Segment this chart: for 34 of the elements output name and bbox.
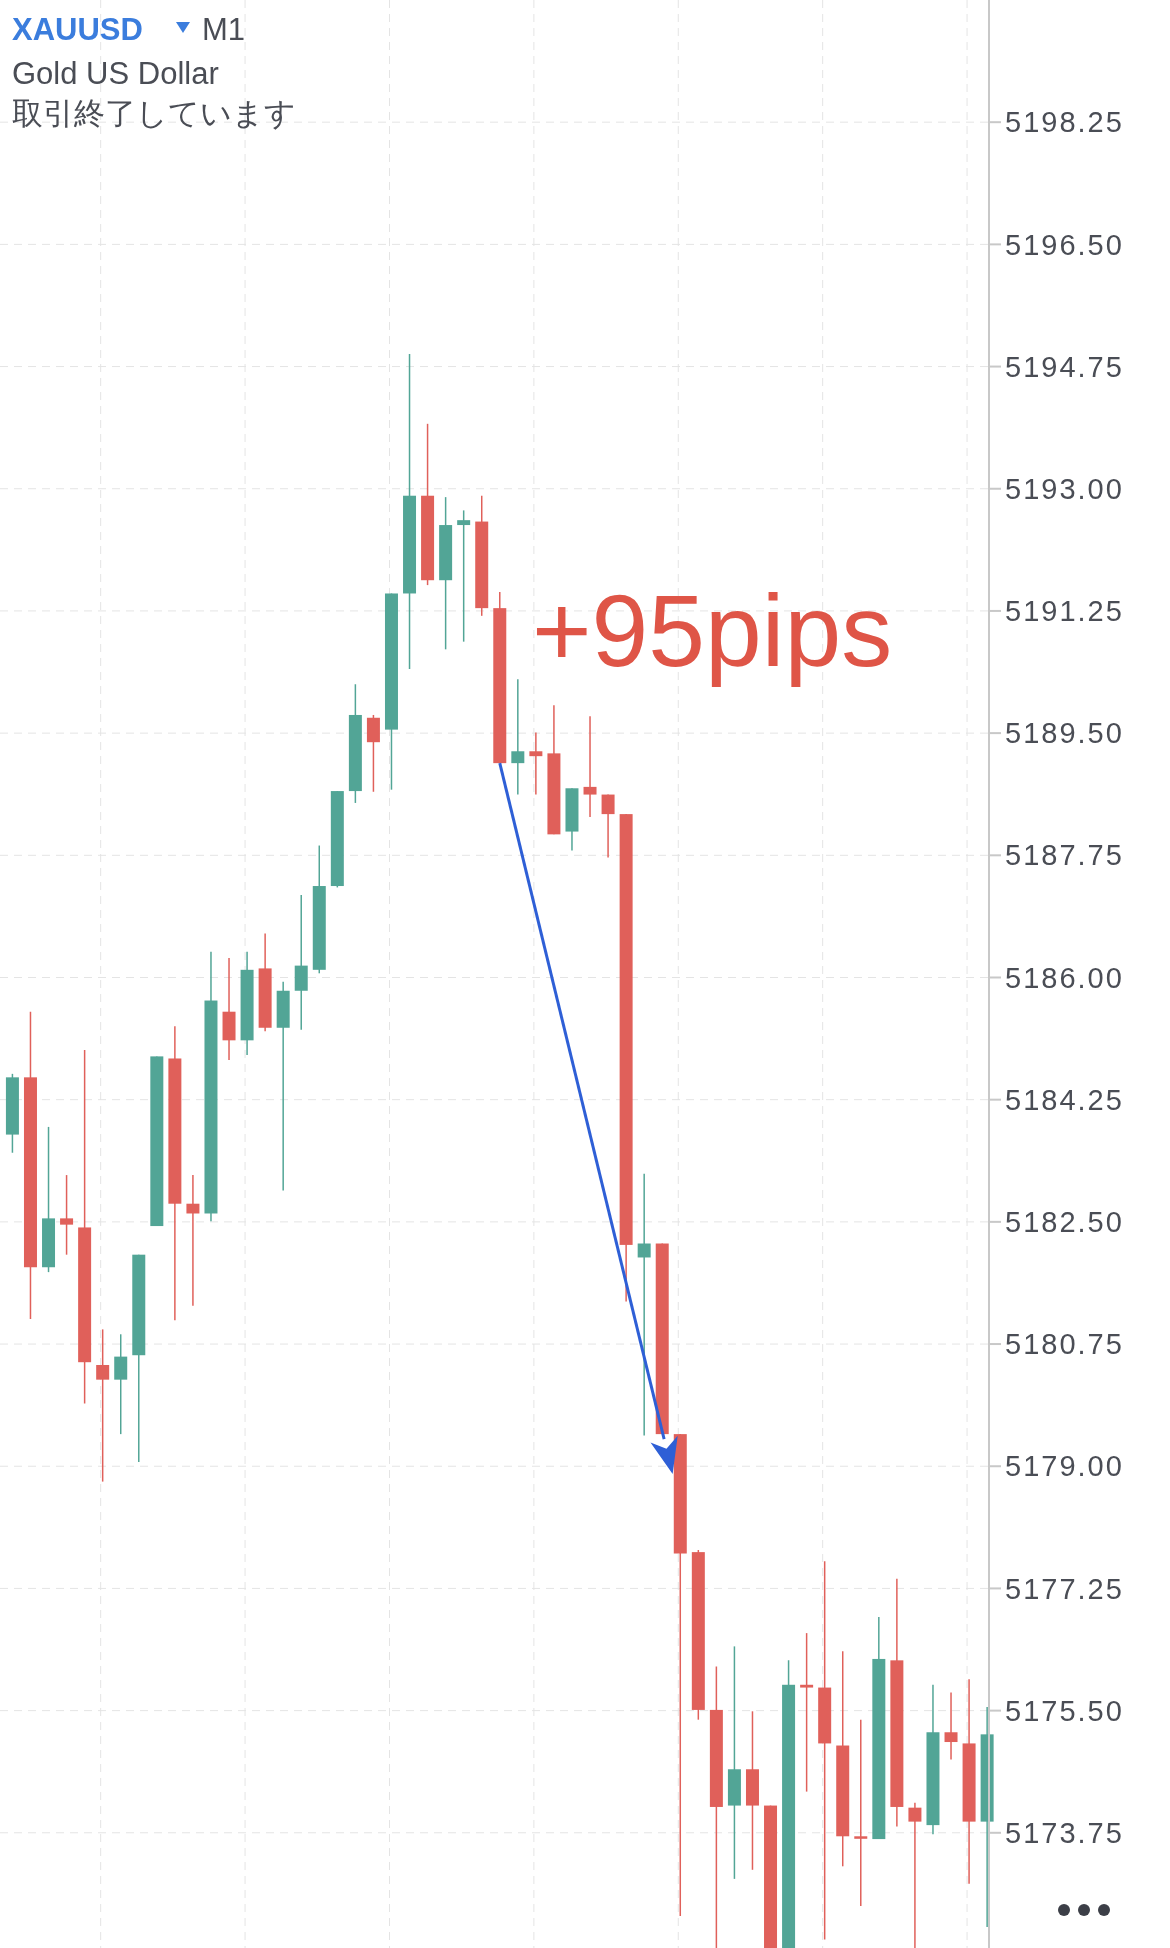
- y-tick-label: 5193.00: [1005, 472, 1124, 505]
- candlestick: [186, 1174, 200, 1307]
- y-tick-label: 5186.00: [1005, 961, 1124, 994]
- y-tick-label: 5173.75: [1005, 1816, 1124, 1849]
- y-tick-label: 5191.25: [1005, 595, 1124, 628]
- candlestick: [908, 1802, 922, 1948]
- y-tick-label: 5198.25: [1005, 106, 1124, 139]
- candlestick: [800, 1632, 814, 1793]
- candlestick: [114, 1333, 128, 1435]
- candlestick: [529, 731, 543, 796]
- text: Gold US Dollar: [12, 56, 219, 91]
- candlestick: [583, 715, 597, 818]
- y-tick-label: 5187.75: [1005, 839, 1124, 872]
- candlestick: [637, 1172, 651, 1437]
- annotation: M1: [202, 12, 246, 47]
- candlestick: [457, 509, 471, 643]
- candlestick: [944, 1691, 958, 1761]
- y-tick-label: 5194.75: [1005, 350, 1124, 383]
- candlestick: [60, 1174, 74, 1256]
- candlestick: [601, 793, 615, 859]
- chart-title: XAUUSD: [12, 12, 143, 47]
- y-tick-label: 5196.50: [1005, 228, 1124, 261]
- y-tick-label: 5182.50: [1005, 1206, 1124, 1239]
- y-tick-label: 5180.75: [1005, 1328, 1124, 1361]
- y-tick-label: 5184.25: [1005, 1083, 1124, 1116]
- candlestick: [854, 1718, 868, 1907]
- candlestick: [511, 678, 525, 796]
- y-tick-label: 5175.50: [1005, 1694, 1124, 1727]
- annotation: +95pips: [532, 574, 893, 688]
- candlestick: [96, 1328, 110, 1483]
- y-tick-label: 5179.00: [1005, 1450, 1124, 1483]
- y-tick-label: 5189.50: [1005, 717, 1124, 750]
- annotation: 取引終了しています: [12, 96, 296, 131]
- y-tick-label: 5177.25: [1005, 1572, 1124, 1605]
